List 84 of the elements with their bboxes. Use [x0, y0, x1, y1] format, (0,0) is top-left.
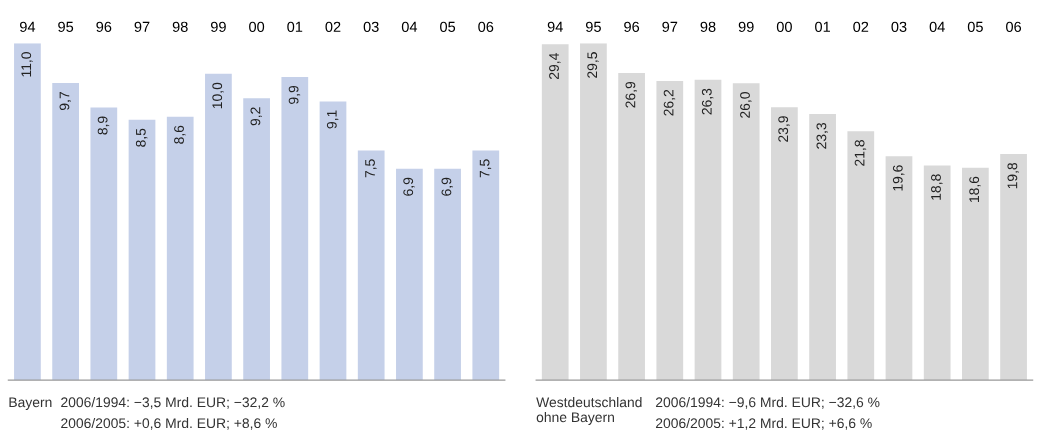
data-label: 18,6 — [969, 176, 981, 203]
x-tick-label: 01 — [815, 21, 830, 32]
bar — [128, 119, 156, 381]
data-label: 19,8 — [1007, 162, 1019, 189]
bar — [281, 76, 309, 381]
bar — [14, 43, 41, 381]
x-tick-label: 99 — [738, 21, 754, 32]
bar — [243, 98, 270, 381]
data-label: 7,5 — [365, 159, 377, 178]
data-label: 9,9 — [288, 85, 301, 104]
x-tick-label: 06 — [478, 21, 494, 32]
x-tick-label: 05 — [967, 21, 983, 32]
text: 2006/1994: −3,5 Mrd. EUR; −32,2 % — [61, 397, 285, 409]
bar — [205, 73, 232, 381]
bar — [618, 72, 645, 381]
x-tick-label: 98 — [700, 21, 716, 32]
text: Westdeutschland ohne Bayern — [536, 397, 642, 425]
bar — [962, 167, 989, 381]
data-label: 26,3 — [701, 88, 714, 115]
text: 2006/1994: −9,6 Mrd. EUR; −32,6 % — [655, 397, 880, 409]
x-tick-label: 98 — [172, 21, 188, 32]
bar — [847, 131, 875, 381]
bar — [771, 107, 798, 381]
data-label: 26,2 — [663, 89, 676, 116]
x-tick-label: 05 — [440, 21, 456, 32]
data-label: 8,5 — [135, 128, 148, 147]
x-tick-label: 04 — [401, 21, 418, 32]
data-label: 23,9 — [778, 116, 790, 142]
bar — [472, 150, 500, 381]
bar — [357, 150, 385, 381]
data-label: 8,9 — [97, 116, 110, 135]
data-label: 6,9 — [441, 177, 453, 196]
x-tick-label: 94 — [20, 21, 36, 32]
bar — [656, 80, 684, 381]
bar — [923, 165, 951, 381]
data-label: 26,9 — [625, 81, 637, 108]
x-tick-label: 96 — [624, 21, 640, 32]
x-tick-label: 06 — [1006, 21, 1022, 32]
data-label: 10,0 — [212, 82, 224, 109]
x-tick-label: 04 — [929, 21, 945, 32]
bar — [732, 83, 760, 381]
bar — [166, 116, 194, 381]
data-label: 6,9 — [403, 177, 415, 196]
x-tick-label: 00 — [776, 21, 792, 32]
bar — [52, 83, 79, 381]
bar — [90, 107, 118, 381]
data-label: 7,5 — [479, 159, 492, 178]
x-tick-label: 97 — [134, 21, 150, 32]
x-tick-label: 02 — [853, 21, 869, 32]
bar — [541, 44, 569, 381]
data-label: 8,6 — [174, 125, 186, 144]
data-label: 11,0 — [21, 52, 33, 77]
x-tick-label: 00 — [249, 21, 265, 32]
data-label: 29,5 — [587, 52, 599, 78]
x-tick-label: 03 — [363, 21, 379, 32]
bar — [885, 156, 913, 381]
x-tick-label: 96 — [96, 21, 112, 32]
data-label: 21,8 — [854, 140, 867, 166]
data-label: 9,2 — [250, 107, 262, 126]
bar — [694, 79, 722, 381]
x-tick-label: 95 — [585, 21, 601, 32]
data-label: 9,1 — [326, 110, 339, 129]
bar — [319, 101, 347, 381]
text: Bayern — [9, 397, 52, 410]
bar — [434, 168, 461, 381]
data-label: 18,8 — [931, 174, 943, 200]
x-tick-label: 94 — [547, 21, 563, 32]
x-tick-label: 03 — [891, 21, 907, 32]
bar — [396, 168, 423, 381]
bar — [580, 43, 607, 381]
x-tick-label: 97 — [662, 21, 678, 32]
bar — [1000, 154, 1027, 381]
x-tick-label: 95 — [58, 21, 74, 32]
text: 2006/2005: +0,6 Mrd. EUR; +8,6 % — [61, 417, 277, 430]
data-label: 23,3 — [816, 122, 828, 149]
data-label: 19,6 — [892, 165, 905, 191]
x-tick-label: 01 — [287, 21, 303, 32]
x-tick-label: 02 — [325, 21, 341, 32]
data-label: 9,7 — [59, 92, 71, 111]
data-label: 29,4 — [549, 53, 561, 80]
bar — [809, 114, 836, 381]
data-label: 26,0 — [740, 92, 752, 118]
x-tick-label: 99 — [210, 21, 226, 32]
text: 2006/2005: +1,2 Mrd. EUR; +6,6 % — [655, 417, 872, 430]
